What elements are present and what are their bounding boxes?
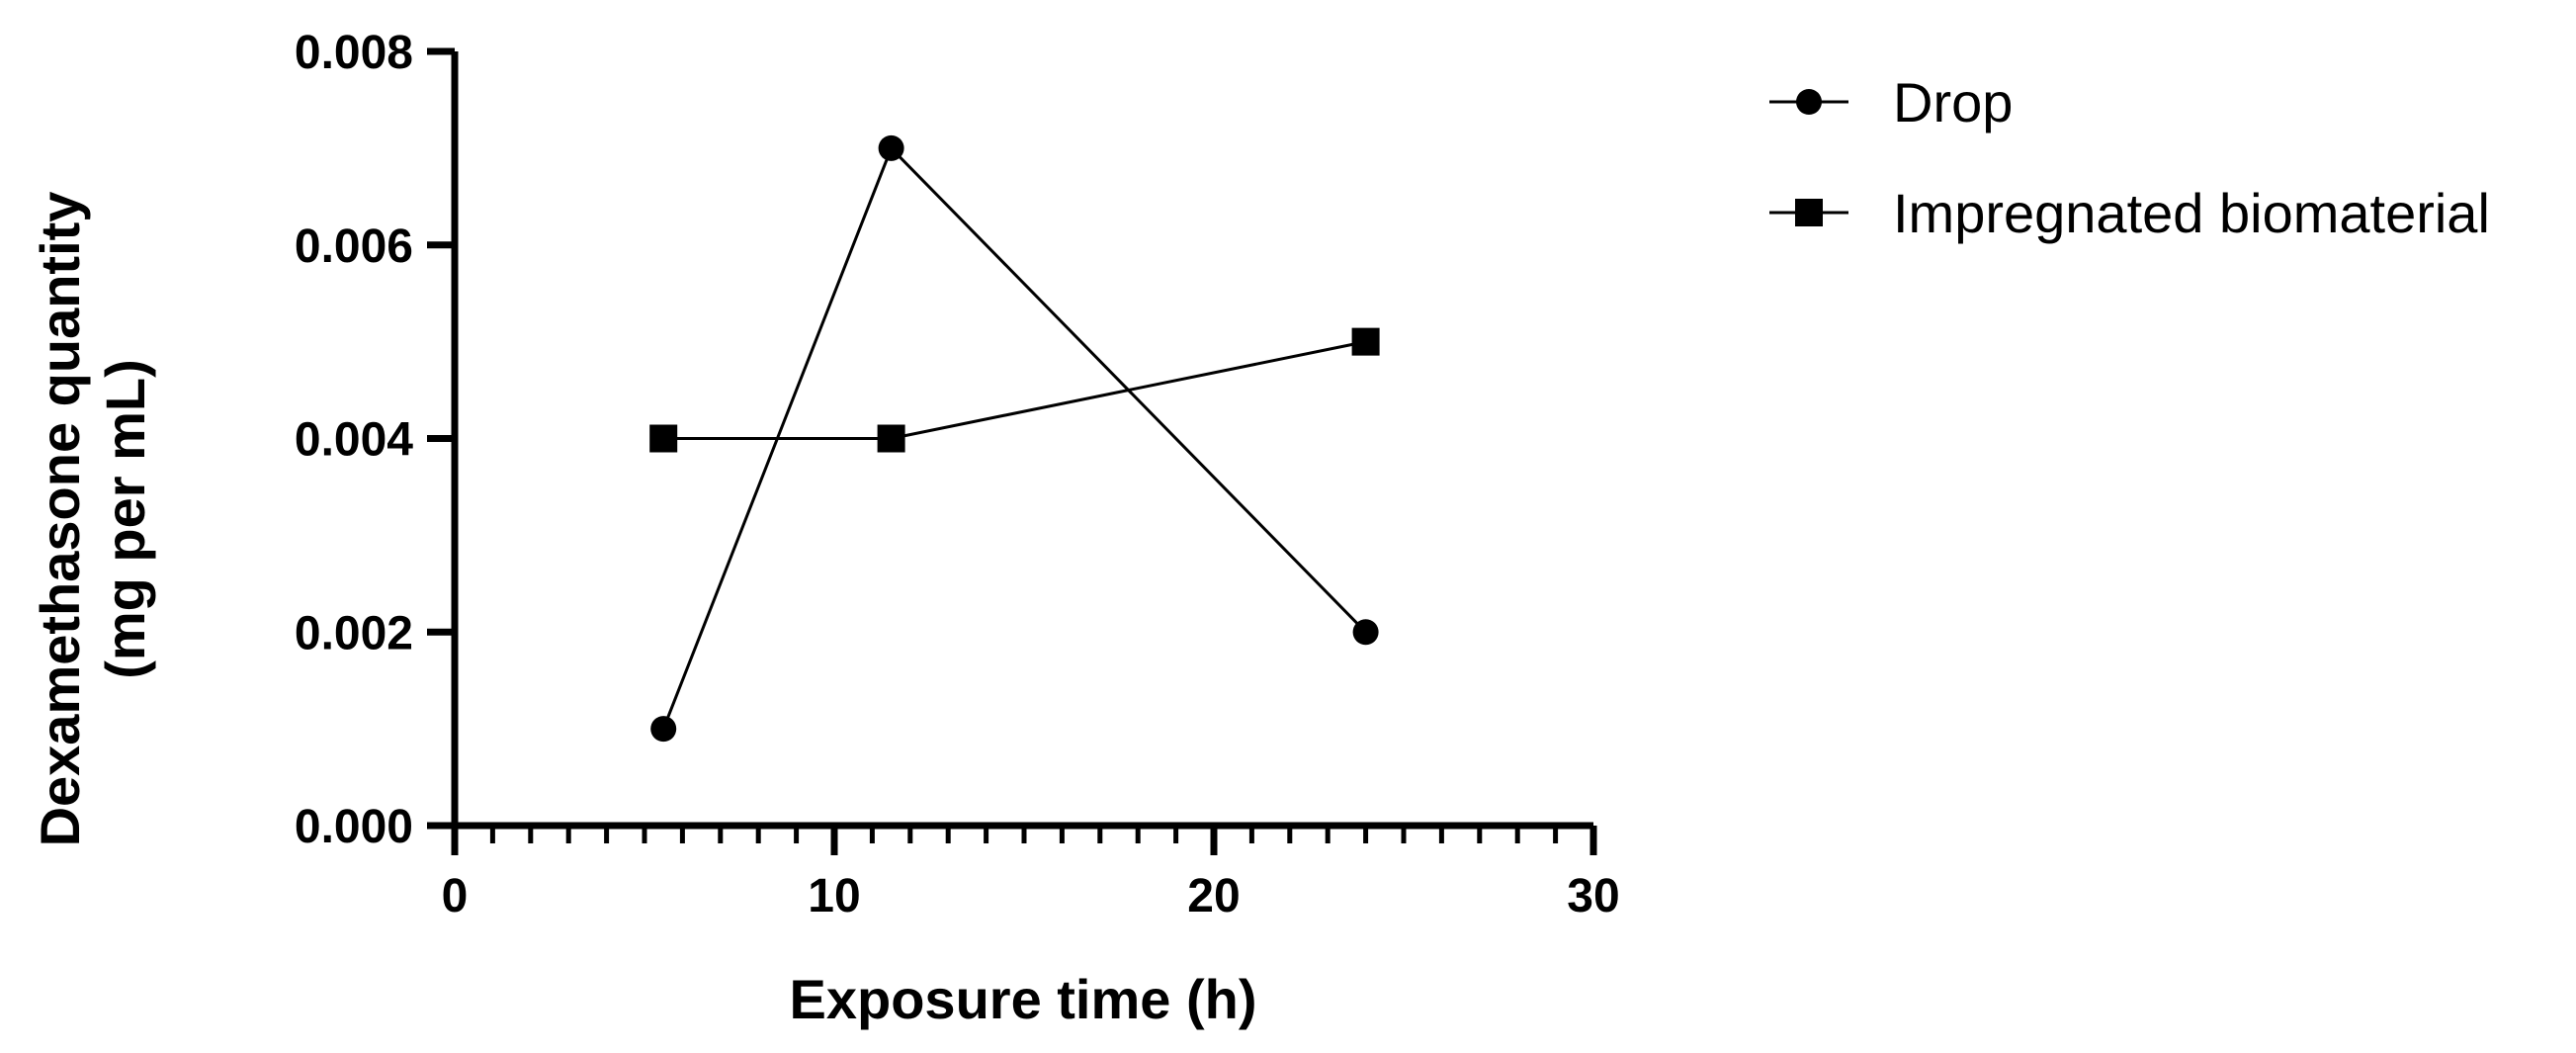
legend-marker xyxy=(1795,199,1823,226)
data-point xyxy=(649,424,678,453)
legend-item: Drop xyxy=(1769,71,2013,133)
y-tick-label: 0.002 xyxy=(295,607,413,659)
y-axis-title-line-2: (mg per mL) xyxy=(94,359,156,679)
y-tick-label: 0.004 xyxy=(295,414,413,467)
legend: Drop Impregnated biomaterial xyxy=(1769,71,2490,244)
y-axis-title-line-1: Dexamethasone quantity xyxy=(29,192,91,847)
series-1 xyxy=(650,134,1379,743)
x-tick-label: 30 xyxy=(1567,870,1619,922)
data-point xyxy=(650,716,677,743)
y-axis: 0.000 0.002 0.004 0.006 0.008 xyxy=(295,27,459,853)
y-tick-label: 0.000 xyxy=(295,801,413,853)
plot-series xyxy=(649,134,1380,743)
data-point xyxy=(1351,327,1380,356)
series-2 xyxy=(649,327,1380,453)
x-axis-title: Exposure time (h) xyxy=(790,968,1257,1030)
legend-item: Impregnated biomaterial xyxy=(1769,182,2490,244)
x-tick-label: 20 xyxy=(1187,870,1240,922)
data-point xyxy=(1352,619,1379,646)
y-tick-label: 0.006 xyxy=(295,220,413,273)
legend-label: Drop xyxy=(1893,71,2013,133)
data-point xyxy=(878,134,904,161)
series-line xyxy=(663,340,1366,440)
legend-marker xyxy=(1796,89,1822,115)
x-tick-label: 10 xyxy=(808,870,860,922)
y-axis-title: Dexamethasone quantity (mg per mL) xyxy=(29,192,156,847)
legend-label: Impregnated biomaterial xyxy=(1893,182,2490,244)
y-tick-label: 0.008 xyxy=(295,27,413,79)
x-tick-label: 0 xyxy=(442,870,469,922)
data-point xyxy=(877,424,905,453)
x-axis: 0 10 20 30 xyxy=(442,822,1620,922)
